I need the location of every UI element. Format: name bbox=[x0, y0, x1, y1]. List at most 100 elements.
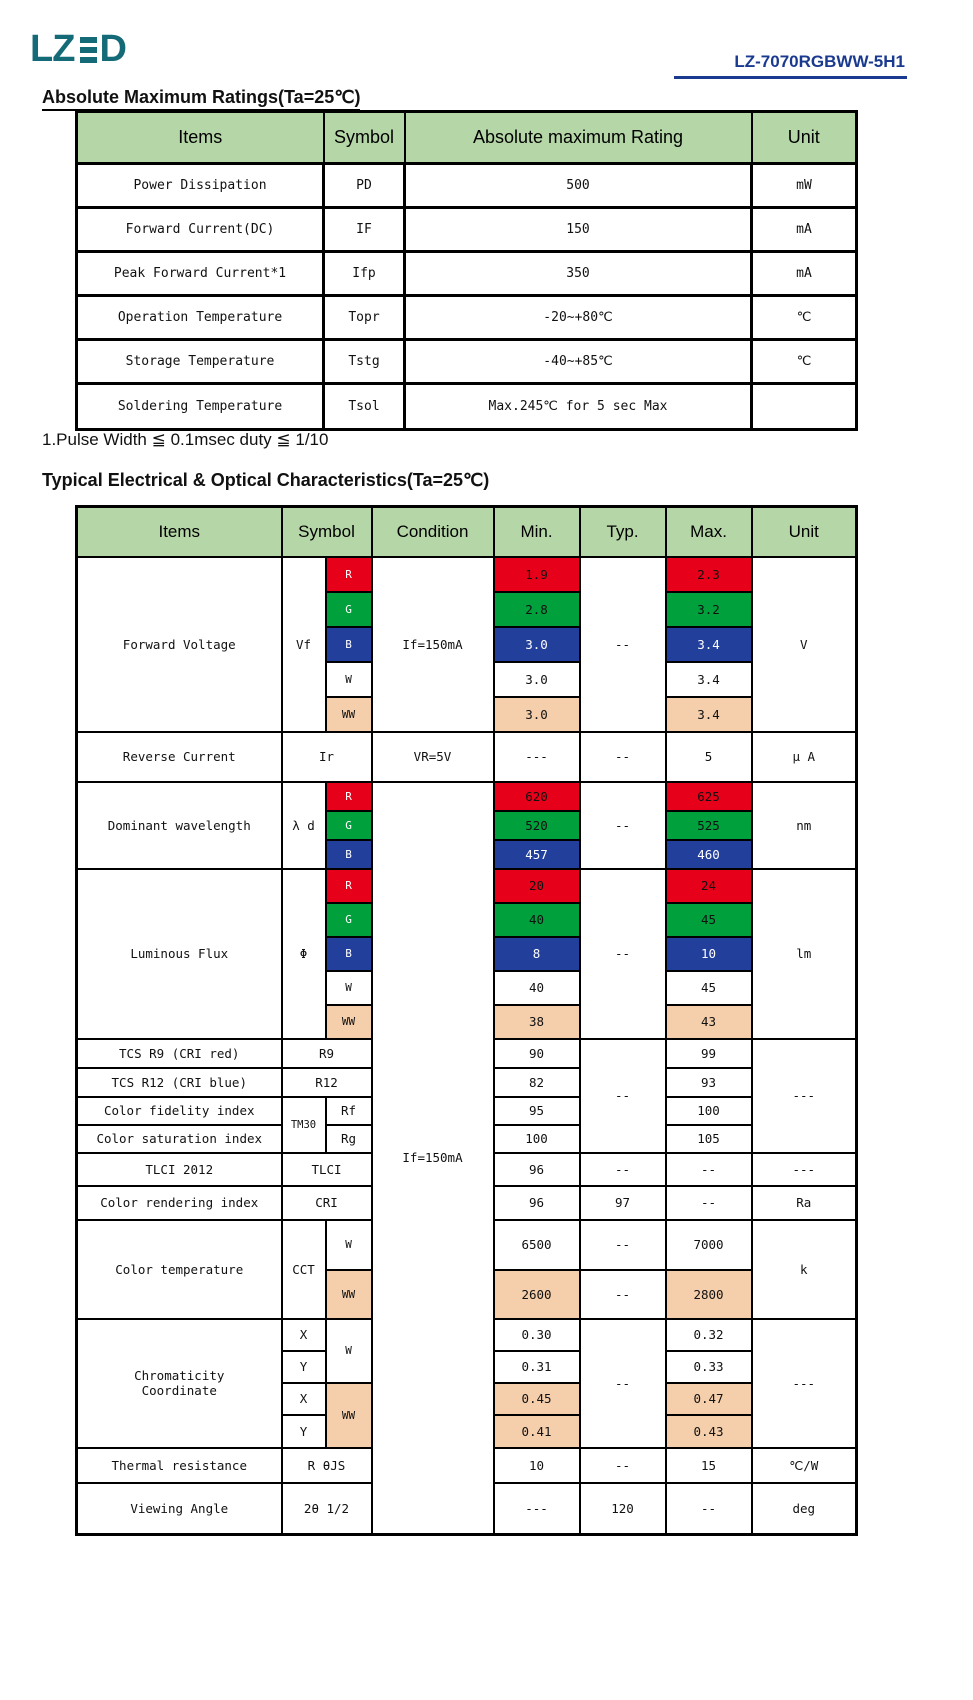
table-row: Color rendering index CRI 96 97 -- Ra bbox=[75, 1184, 858, 1221]
table-cell: 6500 bbox=[492, 1218, 581, 1271]
abs-max-table: Items Symbol Absolute maximum Rating Unit Po… bbox=[75, 110, 858, 431]
column-header: Condition bbox=[370, 505, 495, 558]
table-cell: 99 bbox=[664, 1037, 753, 1069]
table-cell: 2600 bbox=[492, 1268, 581, 1320]
table-cell: 2θ 1/2 bbox=[280, 1481, 373, 1536]
column-header: Unit bbox=[750, 110, 858, 165]
table-cell: R12 bbox=[280, 1066, 373, 1098]
table-cell: Thermal resistance bbox=[75, 1446, 283, 1484]
table-row: Forward Voltage Vf R If=150mA 1.9 -- 2.3 V bbox=[75, 555, 858, 733]
table-cell: Ra bbox=[750, 1184, 858, 1221]
table-cell: -- bbox=[578, 730, 667, 783]
table-cell: -- bbox=[578, 1151, 667, 1187]
column-header: Unit bbox=[750, 505, 858, 558]
table-cell: G bbox=[324, 901, 373, 938]
table-cell: R θJS bbox=[280, 1446, 373, 1484]
table-cell: R bbox=[324, 867, 373, 904]
table-row: Color fidelity index TM30 Rf 95 100 bbox=[75, 1095, 857, 1154]
logo-d-text: D bbox=[99, 28, 126, 70]
table-cell: Color fidelity index bbox=[75, 1095, 283, 1126]
header-row: Items Symbol Absolute maximum Rating Unit bbox=[75, 110, 858, 165]
table-cell: --- bbox=[750, 1037, 858, 1154]
table-cell: -- bbox=[578, 1317, 667, 1449]
table-cell: Chromaticity Coordinate bbox=[75, 1317, 283, 1449]
table-cell bbox=[750, 382, 858, 431]
table-cell: mA bbox=[750, 206, 858, 253]
table-cell: V bbox=[750, 555, 858, 733]
table-cell: 7000 bbox=[664, 1218, 753, 1271]
characteristics-table: Items Symbol Condition Min. Typ. Max. Unit Forw… bbox=[75, 505, 858, 1536]
table-cell: Viewing Angle bbox=[75, 1481, 283, 1536]
table-cell: -40~+85℃ bbox=[403, 338, 753, 385]
table-cell: Y bbox=[280, 1413, 327, 1449]
table-cell: -- bbox=[578, 867, 667, 1040]
table-cell: 3.4 bbox=[664, 695, 753, 733]
table-cell: -- bbox=[578, 780, 667, 870]
table-cell: -- bbox=[664, 1184, 753, 1221]
table-cell: ℃/W bbox=[750, 1446, 858, 1484]
table-cell: 24 bbox=[664, 867, 753, 904]
table-cell: TCS R9 (CRI red) bbox=[75, 1037, 283, 1069]
table-cell: mW bbox=[750, 162, 858, 209]
table-cell: CCT bbox=[280, 1218, 327, 1320]
column-header: Symbol bbox=[280, 505, 373, 558]
table-cell: R9 bbox=[280, 1037, 373, 1069]
table-cell: k bbox=[750, 1218, 858, 1320]
table-cell: 5 bbox=[664, 730, 753, 783]
column-header: Min. bbox=[492, 505, 581, 558]
table-cell: Soldering Temperature bbox=[75, 382, 325, 431]
table-cell: mA bbox=[750, 250, 858, 297]
table-cell: 95 bbox=[492, 1095, 581, 1126]
table-cell: Storage Temperature bbox=[75, 338, 325, 385]
table-cell: Rf bbox=[324, 1095, 373, 1126]
characteristics-section-title: Typical Electrical & Optical Characteris… bbox=[42, 470, 490, 490]
table-row: Forward Current(DC) IF 150 mA bbox=[75, 206, 858, 253]
table-cell: 0.31 bbox=[492, 1349, 581, 1384]
table-cell: CRI bbox=[280, 1184, 373, 1221]
table-row: B 8 10 bbox=[77, 935, 857, 972]
table-cell: TLCI 2012 bbox=[75, 1151, 283, 1187]
table-cell: 625 bbox=[664, 780, 753, 812]
table-row: Viewing Angle 2θ 1/2 --- 120 -- deg bbox=[75, 1481, 858, 1536]
table-cell: 45 bbox=[664, 901, 753, 938]
table-cell: Tsol bbox=[322, 382, 406, 431]
logo-e-bars-icon bbox=[80, 36, 98, 63]
table-cell: 2.8 bbox=[492, 590, 581, 628]
table-cell: X bbox=[280, 1317, 327, 1352]
table-row: Operation Temperature Topr -20~+80℃ ℃ bbox=[75, 294, 858, 341]
table-cell: Color temperature bbox=[75, 1218, 283, 1320]
table-cell: W bbox=[324, 660, 373, 698]
table-cell: G bbox=[324, 809, 373, 841]
table-cell: IF bbox=[322, 206, 406, 253]
table-cell: 8 bbox=[492, 935, 581, 972]
table-cell: Max.245℃ for 5 sec Max bbox=[403, 382, 753, 431]
table-cell: -- bbox=[578, 1268, 667, 1320]
table-cell: WW bbox=[324, 1268, 373, 1320]
table-cell: lm bbox=[750, 867, 858, 1040]
table-cell: 0.41 bbox=[492, 1413, 581, 1449]
table-cell: nm bbox=[750, 780, 858, 870]
pulse-width-note: 1.Pulse Width ≦ 0.1msec duty ≦ 1/10 bbox=[42, 430, 329, 449]
table-cell: 100 bbox=[664, 1095, 753, 1126]
table-row: G 40 45 bbox=[77, 901, 857, 938]
company-logo: LZ D bbox=[30, 28, 127, 71]
table-cell: Dominant wavelength bbox=[75, 780, 283, 870]
table-cell: 0.47 bbox=[664, 1381, 753, 1416]
table-cell: 620 bbox=[492, 780, 581, 812]
table-cell: 10 bbox=[664, 935, 753, 972]
table-cell: TLCI bbox=[280, 1151, 373, 1187]
table-cell: 460 bbox=[664, 838, 753, 870]
table-cell: 96 bbox=[492, 1184, 581, 1221]
table-cell: W bbox=[324, 969, 373, 1006]
column-header: Symbol bbox=[322, 110, 406, 165]
table-cell: W bbox=[324, 1218, 373, 1271]
table-row: Power Dissipation PD 500 mW bbox=[75, 162, 858, 209]
table-cell: 120 bbox=[578, 1481, 667, 1536]
table-cell: Reverse Current bbox=[75, 730, 283, 783]
table-cell: 3.4 bbox=[664, 625, 753, 663]
table-cell: Color saturation index bbox=[75, 1123, 283, 1154]
table-cell: --- bbox=[492, 1481, 581, 1536]
table-cell: --- bbox=[492, 730, 581, 783]
table-cell: X bbox=[280, 1381, 327, 1416]
